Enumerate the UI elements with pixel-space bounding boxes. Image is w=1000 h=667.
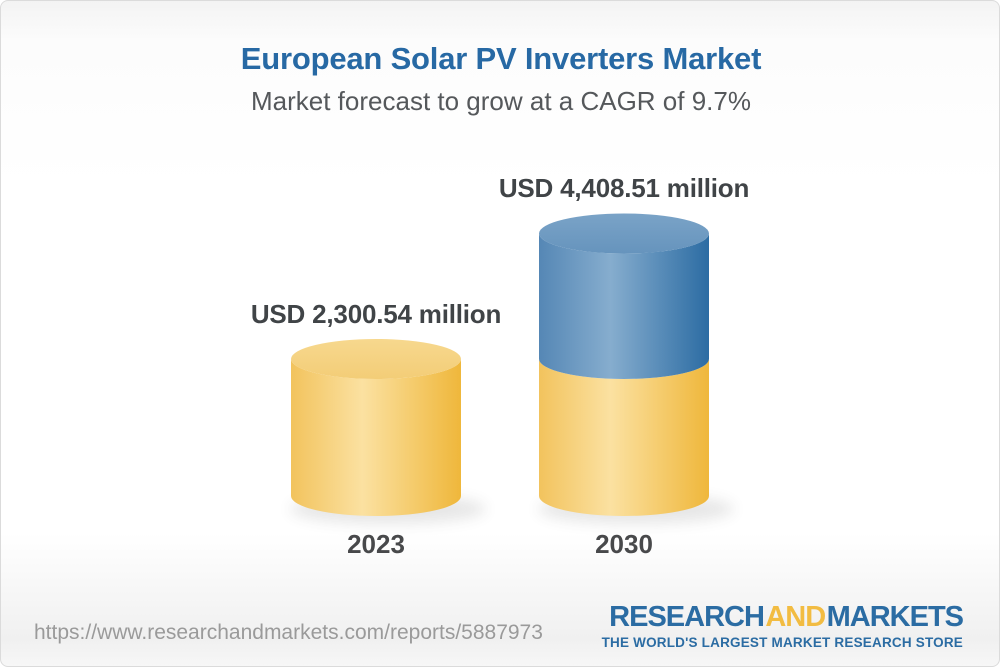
page-title: European Solar PV Inverters Market [240, 41, 762, 76]
category-label-2023: 2023 [347, 529, 405, 559]
logo-word-markets: MARKETS [826, 601, 964, 633]
category-label-2030: 2030 [595, 529, 653, 559]
cylinder-2030-growth-segment [539, 233, 709, 379]
page-subtitle: Market forecast to grow at a CAGR of 9.7… [251, 86, 751, 116]
value-label-2030: USD 4,408.51 million [498, 173, 750, 204]
cylinder-2023-body [291, 359, 461, 516]
value-label-2023: USD 2,300.54 million [250, 299, 502, 329]
cylinder-2030-cap [539, 213, 709, 254]
research-and-markets-logo: RESEARCH AND MARKETS THE WORLD'S LARGEST… [601, 601, 964, 650]
logo-wordmark: RESEARCH AND MARKETS [602, 601, 964, 633]
report-url[interactable]: https://www.researchandmarkets.com/repor… [34, 621, 543, 644]
logo-tagline: THE WORLD'S LARGEST MARKET RESEARCH STOR… [601, 635, 963, 650]
cylinder-2030-base-segment [539, 359, 709, 516]
cylinder-2023-cap [291, 339, 461, 379]
logo-word-and: AND [765, 601, 826, 633]
logo-word-research: RESEARCH [609, 601, 765, 633]
